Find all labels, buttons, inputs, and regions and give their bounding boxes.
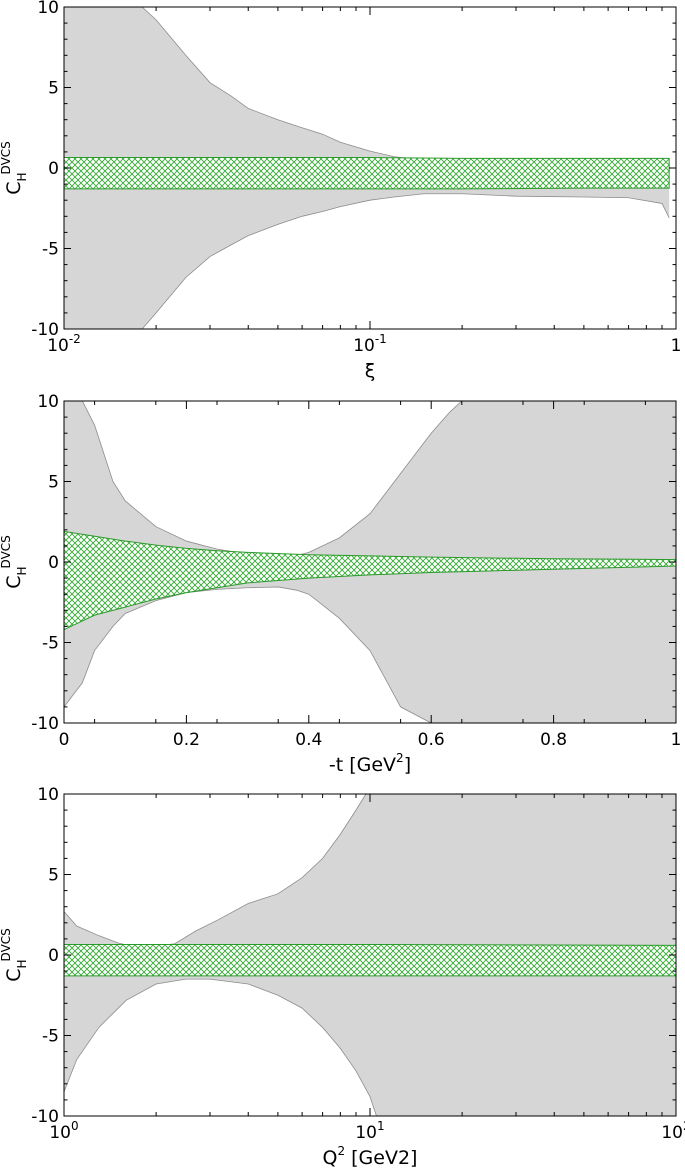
y-tick-label: 10 (37, 392, 59, 412)
y-tick-label: 0 (48, 159, 59, 179)
x-tick-label: 0.2 (173, 730, 200, 750)
y-tick-label: 10 (37, 785, 59, 805)
y-axis-label: CHDVCS (0, 928, 29, 982)
x-tick-label: 102 (661, 1119, 685, 1143)
x-tick-label: 0 (59, 730, 70, 750)
y-tick-label: 0 (48, 553, 59, 573)
outer-band-lower-edge (64, 586, 676, 723)
panel-xi: -10 -5 0 5 10 10-2 10-1 1 ξ CHDVCS (0, 0, 681, 382)
y-tick-label: 5 (48, 866, 59, 886)
y-axis-label: CHDVCS (0, 535, 29, 589)
panel-t: -10 -5 0 5 10 0 0.2 0.4 0.6 0.8 1 -t [GeV2] CHDVCS (0, 392, 681, 776)
y-tick-label: -5 (42, 1027, 59, 1047)
x-tick-label: 0.8 (540, 730, 567, 750)
y-tick-label: 10 (37, 0, 59, 18)
plot-area (64, 794, 676, 1116)
y-tick-label: 5 (48, 473, 59, 493)
x-tick-label: 0.4 (295, 730, 322, 750)
x-tick-label: 0.6 (418, 730, 445, 750)
y-axis-label: CHDVCS (0, 141, 29, 195)
x-axis-label: Q2 [GeV2] (323, 1144, 418, 1168)
y-tick-label: -5 (42, 240, 59, 260)
outer-band-upper-edge (64, 794, 676, 948)
plot-area (64, 7, 670, 329)
y-tick-label: -5 (42, 634, 59, 654)
x-tick-label: 10-2 (47, 332, 81, 356)
y-tick-label: 5 (48, 79, 59, 99)
x-axis-label: ξ (365, 360, 376, 382)
inner-uncertainty-band (64, 944, 676, 977)
outer-band-lower-edge (64, 978, 676, 1116)
x-tick-label: 101 (355, 1119, 384, 1143)
y-tick-label: 0 (48, 946, 59, 966)
inner-uncertainty-band (64, 530, 676, 631)
panel-Q2: -10 -5 0 5 10 100 101 102 Q2 [GeV2] CHDVCS (0, 785, 685, 1168)
x-tick-label: 10-1 (353, 332, 387, 356)
y-tick-label: -10 (31, 714, 59, 734)
y-tick-label: -10 (31, 1107, 59, 1127)
x-tick-label: 100 (49, 1119, 78, 1143)
x-axis-label: -t [GeV2] (329, 751, 411, 776)
inner-uncertainty-band (64, 157, 670, 190)
x-tick-label: 1 (671, 730, 682, 750)
outer-band-lower-edge (64, 193, 670, 329)
y-tick-label: -10 (31, 320, 59, 340)
plot-area (64, 401, 676, 723)
x-tick-label: 1 (671, 336, 682, 356)
